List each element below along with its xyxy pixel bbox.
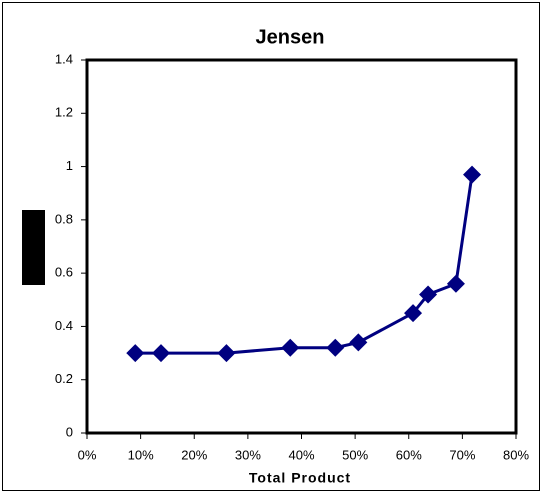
x-tick-label: 10% (128, 447, 154, 462)
y-tick-label: 0.2 (55, 371, 73, 386)
x-axis-label: Total Product (249, 470, 351, 486)
x-tick-label: 70% (449, 447, 475, 462)
y-tick-label: 0.4 (55, 318, 73, 333)
data-point (126, 344, 145, 363)
y-tick-label: 1.4 (55, 51, 73, 66)
chart-title: Jensen (256, 26, 325, 48)
x-tick-label: 0% (78, 447, 97, 462)
data-point (349, 333, 368, 352)
y-tick-label: 1 (66, 158, 73, 173)
y-tick-label: 0.8 (55, 211, 73, 226)
redacted-axis-label (22, 210, 45, 285)
y-tick-label: 0 (66, 424, 73, 439)
x-tick-label: 30% (235, 447, 261, 462)
x-tick-label: 80% (503, 447, 529, 462)
data-point (446, 274, 465, 293)
data-point (217, 344, 236, 363)
data-point (419, 285, 438, 304)
data-point (326, 338, 345, 357)
x-tick-label: 40% (288, 447, 314, 462)
plot-area (85, 58, 518, 435)
data-point (281, 338, 300, 357)
x-tick-label: 20% (181, 447, 207, 462)
data-point (463, 165, 482, 184)
y-tick-label: 0.6 (55, 265, 73, 280)
data-point (152, 344, 171, 363)
data-line (135, 174, 474, 355)
x-tick-label: 60% (396, 447, 422, 462)
data-point (404, 304, 423, 323)
x-tick-label: 50% (342, 447, 368, 462)
y-tick-label: 1.2 (55, 105, 73, 120)
